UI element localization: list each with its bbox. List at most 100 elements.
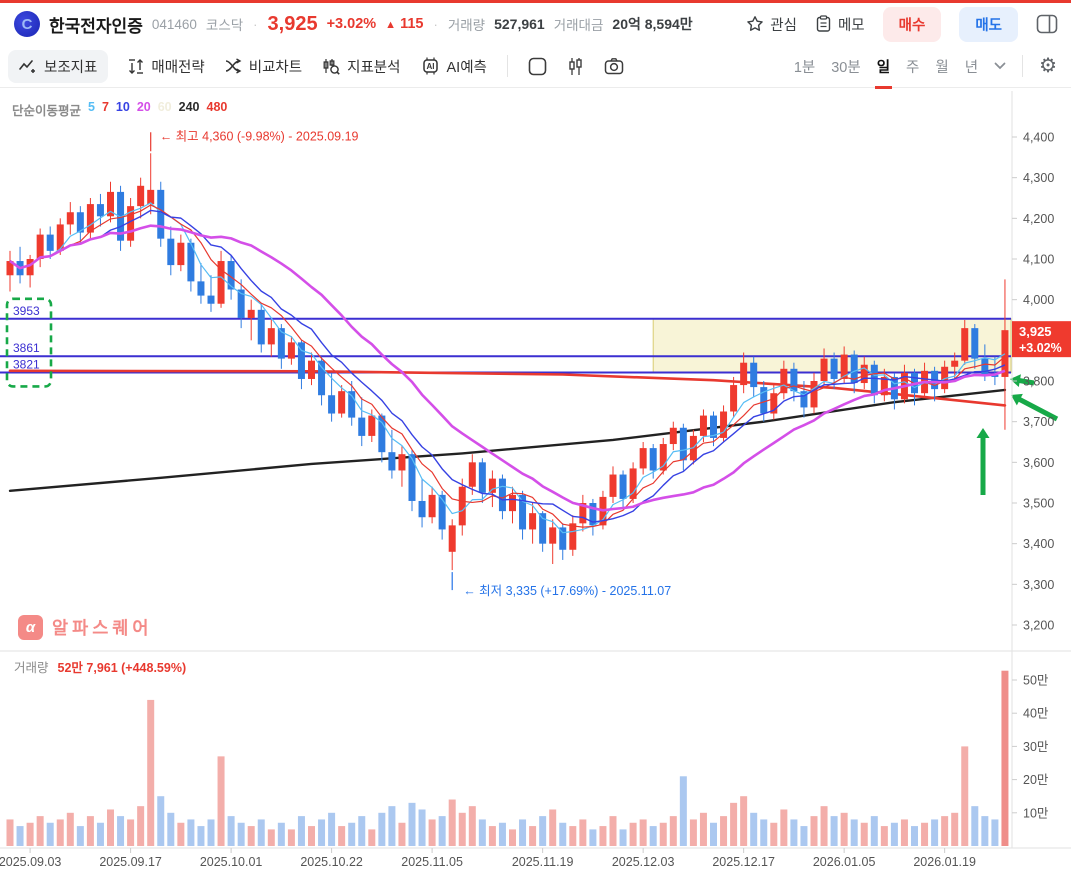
- market-label: 코스닥: [205, 18, 244, 33]
- candle-body: [991, 374, 999, 377]
- candle-body: [117, 191, 125, 241]
- volume-bar: [26, 822, 34, 846]
- chart-style-icon[interactable]: [528, 57, 547, 76]
- price-axis-label: 4,100: [1023, 253, 1054, 267]
- volume-bar: [277, 822, 285, 846]
- volume-bar: [890, 822, 898, 846]
- indicator-analysis-button[interactable]: 지표분석: [322, 56, 401, 77]
- trade-value: 20억 8,594만: [612, 16, 693, 32]
- ma-period-240[interactable]: 240: [178, 100, 200, 114]
- candle-body: [368, 415, 376, 436]
- volume-bar: [760, 819, 768, 846]
- up-triangle-icon: ▲: [385, 19, 397, 31]
- ma-line-7: [9, 204, 1006, 528]
- volume-bar: [589, 829, 597, 846]
- volume-bar: [498, 822, 506, 846]
- price-line-label: 3821: [13, 357, 40, 371]
- volume-bar: [991, 819, 999, 846]
- candle-body: [498, 478, 506, 512]
- cross-arrows-icon: [225, 58, 242, 74]
- green-arrow-diagonal-head: [1011, 393, 1023, 406]
- volume-label: 거래량: [447, 18, 486, 33]
- candle-body: [127, 206, 135, 241]
- ma-period-60[interactable]: 60: [157, 100, 172, 114]
- volume-bar: [388, 806, 396, 846]
- star-icon: [747, 16, 764, 31]
- indicators-button[interactable]: 보조지표: [8, 49, 109, 83]
- candle-body: [880, 376, 888, 396]
- gear-icon[interactable]: ⚙: [1039, 55, 1057, 77]
- timeframe-month[interactable]: 월: [935, 59, 949, 76]
- chevron-down-icon[interactable]: [994, 62, 1006, 70]
- panel-toggle-icon[interactable]: [1036, 14, 1058, 34]
- candle-type-icon[interactable]: [567, 57, 584, 76]
- candle-body: [398, 454, 406, 471]
- candle-body: [448, 525, 456, 552]
- change-percent: +3.02%: [326, 16, 377, 32]
- ma-period-480[interactable]: 480: [206, 100, 228, 114]
- candle-body: [629, 468, 637, 499]
- volume-bar: [46, 822, 54, 846]
- price-axis-label: 3,200: [1023, 619, 1054, 633]
- candle-body: [790, 368, 798, 392]
- candle-body: [318, 360, 326, 396]
- volume-bar: [237, 822, 245, 846]
- candle-body: [559, 527, 567, 550]
- timeframe-week[interactable]: 주: [906, 59, 920, 76]
- candle-body: [308, 360, 315, 379]
- memo-label: 메모: [837, 17, 865, 34]
- volume-pane-header: 거래량 52만 7,961 (+448.59%): [14, 657, 186, 676]
- candle-body: [529, 513, 537, 530]
- ma-period-5[interactable]: 5: [88, 100, 95, 114]
- change-amount: ▲ 115: [385, 16, 424, 32]
- timeframe-day[interactable]: 일: [874, 56, 893, 89]
- price-line-label: 3861: [13, 341, 40, 355]
- price-axis-label: 3,300: [1023, 578, 1054, 592]
- volume-bar: [559, 822, 567, 846]
- ma-period-20[interactable]: 20: [136, 100, 151, 114]
- volume-bar: [639, 819, 647, 846]
- current-price-badge: [1012, 321, 1071, 358]
- volume-bar: [96, 822, 104, 846]
- main-chart[interactable]: 3953 3861 3821 ← 최고 4,360 (-9.98%) - 2025.0…: [0, 91, 1071, 874]
- ma-line-10: [9, 209, 1006, 523]
- candle-body: [227, 261, 235, 290]
- candle-body: [870, 364, 878, 396]
- volume-bar: [107, 809, 114, 846]
- candle-body: [257, 309, 265, 345]
- alphasquare-logo-text: 알파스퀘어: [52, 618, 153, 638]
- toolbar-divider: [506, 55, 508, 77]
- ma-period-10[interactable]: 10: [115, 100, 130, 114]
- candle-body: [56, 224, 64, 251]
- candle-body: [96, 204, 104, 217]
- green-arrow-up-head: [976, 428, 990, 438]
- volume-bar: [599, 826, 607, 846]
- memo-button[interactable]: 메모: [815, 14, 865, 35]
- green-dashed-box: [5, 297, 53, 388]
- camera-icon[interactable]: [604, 57, 624, 75]
- ai-predict-button[interactable]: AI AI예측: [421, 56, 487, 77]
- volume-bar: [127, 819, 135, 846]
- candle-body: [207, 295, 215, 304]
- candle-body: [388, 452, 396, 471]
- timeframe-year[interactable]: 년: [964, 59, 979, 76]
- compare-chart-button[interactable]: 비교차트: [225, 56, 302, 77]
- volume-bar: [569, 826, 577, 846]
- candle-body: [569, 523, 577, 550]
- volume-bar: [800, 826, 808, 846]
- buy-button[interactable]: 매수: [882, 6, 942, 42]
- ma-period-7[interactable]: 7: [101, 100, 109, 114]
- timeframe-30min[interactable]: 30분: [831, 59, 861, 76]
- volume-bar: [368, 829, 376, 846]
- favorite-button[interactable]: 관심: [746, 14, 797, 35]
- candle-body: [408, 454, 416, 501]
- sell-button[interactable]: 매도: [959, 6, 1018, 42]
- trading-strategy-button[interactable]: 매매전략: [128, 56, 205, 77]
- chart-toolbar: 보조지표 매매전략 비교차트 지표분석 AI AI예측 1분 30분 일 주 월…: [0, 45, 1071, 89]
- timeframe-selector: 1분 30분 일 주 월 년 ⚙: [793, 55, 1057, 89]
- chart-area: 단순이동평균 5 7 10 20 60 240 480 α 알파스퀘어 거래량 …: [0, 91, 1071, 874]
- candle-body: [519, 494, 527, 530]
- price-axis-label: 3,500: [1023, 497, 1054, 511]
- timeframe-1min[interactable]: 1분: [793, 59, 816, 76]
- candle-body: [720, 411, 728, 438]
